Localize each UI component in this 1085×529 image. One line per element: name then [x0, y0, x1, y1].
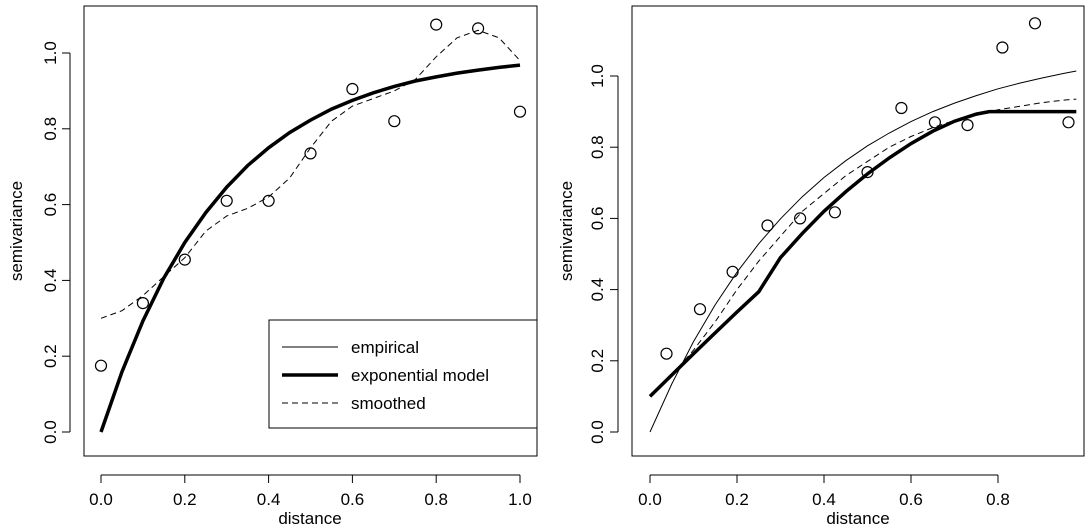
data-point: [136, 297, 149, 310]
data-point: [388, 115, 401, 128]
y-tick-label: 1.0: [588, 64, 607, 88]
data-point: [178, 253, 191, 266]
data-point: [304, 147, 317, 160]
x-tick-label: 0.4: [257, 490, 281, 509]
left-chart-panel: 0.0 0.2 0.4 0.6 0.8 1.0 0.0 0.2 0.4 0.6 0.8 1.0 di…: [7, 5, 538, 528]
right-chart-panel: 0.0 0.2 0.4 0.6 0.8 1.0 0.0 0.2 0.4 0.6 0.8 dista…: [557, 5, 1085, 528]
x-tick-label: 0.4: [812, 490, 836, 509]
series-line-smoothed: [649, 98, 1077, 397]
x-tick-label: 0.6: [341, 490, 365, 509]
left-y-axis-label: semivariance: [7, 181, 26, 281]
data-point: [996, 41, 1009, 54]
data-point: [513, 105, 527, 118]
data-point: [828, 206, 842, 219]
x-tick-label: 0.2: [725, 490, 749, 509]
data-point: [430, 18, 443, 31]
data-point: [895, 101, 908, 115]
right-y-axis-label: semivariance: [557, 181, 576, 281]
x-tick-label: 0.0: [638, 490, 662, 509]
y-tick-label: 1.0: [41, 41, 60, 65]
data-point: [472, 22, 485, 35]
x-tick-label: 0.8: [986, 490, 1010, 509]
y-tick-label: 0.6: [588, 207, 607, 231]
series-line-exponential-model: [99, 63, 521, 433]
legend-box: [268, 319, 538, 429]
data-point: [928, 116, 942, 129]
series-line-exponential-model: [649, 70, 1077, 433]
y-tick-label: 0.2: [41, 344, 60, 368]
data-point: [861, 166, 874, 179]
y-tick-label: 0.6: [41, 193, 60, 217]
data-point: [1028, 17, 1042, 30]
right-x-axis: 0.0 0.2 0.4 0.6 0.8: [638, 474, 1010, 509]
left-x-axis-label: distance: [278, 509, 341, 528]
data-point: [761, 219, 774, 232]
x-tick-label: 0.2: [173, 490, 197, 509]
x-tick-label: 0.6: [899, 490, 923, 509]
right-series-group: [648, 70, 1077, 433]
y-tick-label: 0.0: [588, 420, 607, 444]
series-line-spherical-model: [648, 109, 1077, 398]
legend-label-smoothed: smoothed: [351, 394, 426, 413]
right-plot-frame: [631, 5, 1085, 457]
x-tick-label: 0.8: [424, 490, 448, 509]
left-legend: empirical exponential model smoothed: [268, 319, 538, 429]
data-point: [262, 194, 275, 207]
x-tick-label: 1.0: [508, 490, 532, 509]
data-point: [660, 347, 673, 360]
data-point: [793, 212, 807, 225]
data-point: [961, 118, 974, 132]
data-point: [346, 82, 359, 96]
y-tick-label: 0.4: [588, 278, 607, 302]
right-points-group: [660, 17, 1075, 360]
y-tick-label: 0.4: [41, 269, 60, 293]
y-tick-label: 0.8: [588, 135, 607, 159]
data-point: [94, 359, 108, 372]
left-points-group: [94, 18, 527, 372]
data-point: [693, 303, 707, 316]
data-point: [220, 194, 233, 207]
left-x-axis: 0.0 0.2 0.4 0.6 0.8 1.0: [89, 474, 532, 509]
data-point: [1062, 116, 1075, 129]
data-point: [726, 265, 739, 278]
right-x-axis-label: distance: [826, 509, 889, 528]
legend-label-exponential-model: exponential model: [351, 366, 489, 385]
legend-label-empirical: empirical: [351, 338, 419, 357]
y-tick-label: 0.0: [41, 420, 60, 444]
x-tick-label: 0.0: [89, 490, 113, 509]
right-y-axis: 0.0 0.2 0.4 0.6 0.8 1.0: [588, 64, 619, 444]
left-y-axis: 0.0 0.2 0.4 0.6 0.8 1.0: [41, 41, 71, 444]
left-plot-frame: [83, 5, 538, 457]
y-tick-label: 0.2: [588, 349, 607, 373]
y-tick-label: 0.8: [41, 117, 60, 141]
